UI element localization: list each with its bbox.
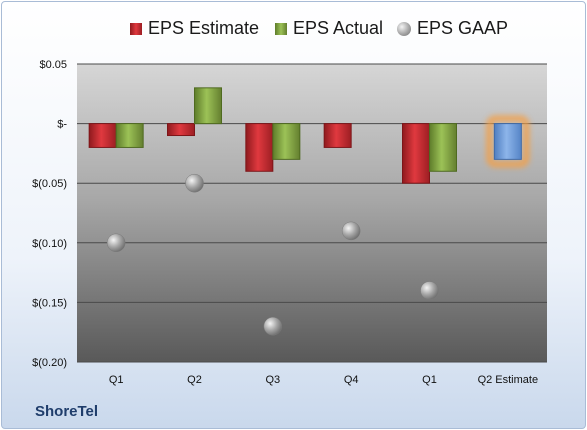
eps-estimate-bar <box>88 123 117 148</box>
y-tick-label: $(0.10) <box>32 238 67 250</box>
eps-gaap-point <box>106 233 126 253</box>
eps-gaap-point <box>185 173 204 193</box>
eps-estimate-bar <box>323 123 352 148</box>
eps-estimate-bar <box>245 123 274 172</box>
x-tick-label: Q1 <box>109 374 124 386</box>
legend-item-eps-actual: EPS Actual <box>275 18 383 39</box>
eps-actual-bar <box>272 123 301 160</box>
eps-actual-bar <box>429 123 457 172</box>
x-tick-label: Q2 <box>187 374 202 386</box>
x-axis-labels: Q1 Q2 Q3 Q4 Q1 Q2 Estimate <box>109 374 538 386</box>
y-tick-label: $0.05 <box>39 59 67 71</box>
x-tick-label: Q4 <box>344 374 359 386</box>
y-tick-label: $- <box>57 119 67 131</box>
plot-area <box>77 64 547 362</box>
highlight-glow <box>486 115 530 168</box>
company-name: ShoreTel <box>35 403 99 420</box>
green-bar-swatch-icon <box>275 22 287 35</box>
eps-estimate-bar <box>167 123 195 137</box>
y-tick-label: $(0.15) <box>32 297 67 309</box>
legend-label: EPS GAAP <box>417 18 509 38</box>
y-tick-label: $(0.05) <box>32 178 67 190</box>
x-tick-label: Q3 <box>265 374 280 386</box>
y-tick-label: $(0.20) <box>32 357 67 369</box>
eps-gaap-point <box>341 221 361 241</box>
eps-actual-bar <box>115 123 144 148</box>
eps-gaap-point <box>420 281 439 300</box>
gaap-points <box>106 173 439 336</box>
legend: EPS Estimate EPS Actual EPS GAAP <box>2 18 585 44</box>
legend-label: EPS Actual <box>293 18 384 38</box>
gray-circle-swatch-icon <box>397 21 411 36</box>
x-tick-label: Q2 Estimate <box>478 374 539 386</box>
legend-item-eps-estimate: EPS Estimate <box>130 18 259 39</box>
red-bar-swatch-icon <box>130 22 142 35</box>
eps-estimate-bar <box>402 123 430 184</box>
legend-item-eps-gaap: EPS GAAP <box>397 18 508 39</box>
y-axis-ticks: $0.05 $- $(0.05) $(0.10) $(0.15) $(0.20) <box>32 59 67 369</box>
eps-actual-bar <box>194 87 222 125</box>
eps-gaap-point <box>263 316 283 336</box>
gridlines <box>77 63 547 363</box>
legend-label: EPS Estimate <box>148 18 260 38</box>
eps-estimate-bar-q2 <box>493 123 522 160</box>
x-tick-label: Q1 <box>422 374 437 386</box>
bars <box>88 87 530 184</box>
